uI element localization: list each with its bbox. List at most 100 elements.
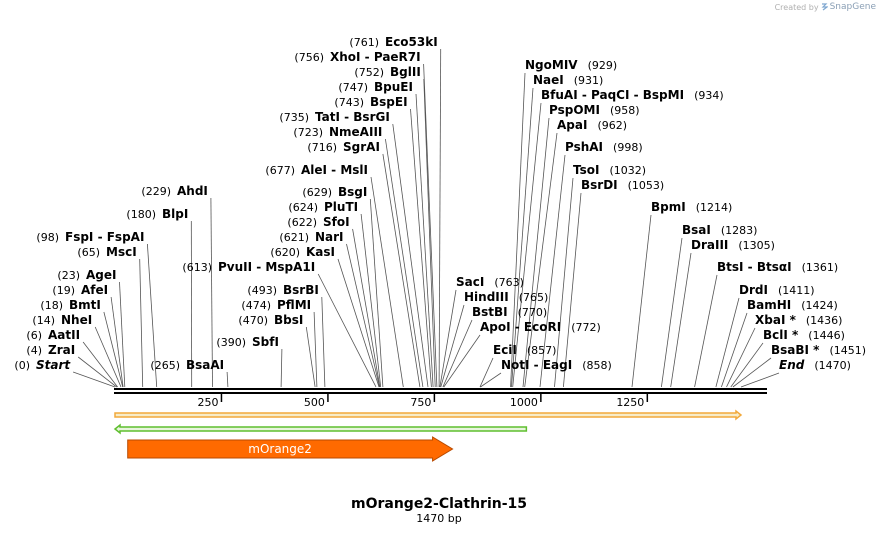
site-bsrdi[interactable]: BsrDI: [581, 178, 618, 192]
orf-bar-green[interactable]: [113, 423, 528, 435]
leader-btsi: [694, 274, 718, 388]
site-end-position: (1470): [814, 359, 851, 372]
leader-draiii: [670, 252, 692, 388]
site-sfoi[interactable]: SfoI: [323, 215, 350, 229]
site-bsrbi-position: (493): [247, 284, 277, 297]
site-bfuai-position: (934): [694, 89, 724, 102]
site-bpmi[interactable]: BpmI: [651, 200, 686, 214]
leader-nhei: [94, 326, 122, 388]
site-bbsi-position: (470): [238, 314, 268, 327]
site-bpuei-position: (747): [338, 81, 368, 94]
site-pshai[interactable]: PshAI: [565, 140, 603, 154]
site-pluti[interactable]: PluTI: [324, 200, 358, 214]
site-fspi[interactable]: FspI - FspAI: [65, 230, 144, 244]
leader-bstbi: [442, 319, 473, 388]
orf-bar-orange[interactable]: [114, 409, 743, 421]
site-blpi[interactable]: BlpI: [162, 207, 188, 221]
site-bspei[interactable]: BspEI: [370, 95, 408, 109]
site-afei-position: (19): [52, 284, 75, 297]
site-noti[interactable]: NotI - EagI: [501, 358, 572, 372]
site-msci-position: (65): [77, 246, 100, 259]
axis-tick-label-250: 250: [197, 396, 218, 409]
site-ahdi-position: (229): [141, 185, 171, 198]
axis-ticks: 250 500 750 1000 1250: [197, 393, 649, 409]
site-xhoi[interactable]: XhoI - PaeR7I: [330, 50, 421, 64]
leader-bpmi: [631, 214, 652, 388]
leader-hindiii: [440, 304, 465, 388]
site-apoi[interactable]: ApoI - EcoRI: [480, 320, 561, 334]
site-xbai[interactable]: XbaI *: [755, 313, 797, 327]
site-fspi-position: (98): [36, 231, 59, 244]
leader-bsgi: [369, 198, 384, 388]
site-bcli[interactable]: BclI *: [763, 328, 799, 342]
leader-pvuii: [317, 273, 377, 388]
morange2-feature-arrow[interactable]: [127, 436, 454, 462]
site-afei[interactable]: AfeI: [81, 283, 108, 297]
leader-bsrbi: [321, 296, 326, 388]
site-ecii-position: (857): [527, 344, 557, 357]
site-bsrbi[interactable]: BsrBI: [283, 283, 319, 297]
site-pvuii[interactable]: PvuII - MspA1I: [218, 260, 315, 274]
site-ecii[interactable]: EciI: [493, 343, 517, 357]
site-apai[interactable]: ApaI: [557, 118, 587, 132]
site-pvuii-position: (613): [182, 261, 212, 274]
site-bamhi[interactable]: BamHI: [747, 298, 791, 312]
site-xbai-position: (1436): [806, 314, 843, 327]
site-sfoi-position: (622): [287, 216, 317, 229]
site-bbsi[interactable]: BbsI: [274, 313, 303, 327]
site-agei[interactable]: AgeI: [86, 268, 116, 282]
site-bfuai[interactable]: BfuAI - PaqCI - BspMI: [541, 88, 684, 102]
site-msci[interactable]: MscI: [106, 245, 137, 259]
site-apai-position: (962): [597, 119, 627, 132]
site-bmti[interactable]: BmtI: [69, 298, 101, 312]
site-bsabi[interactable]: BsaBI *: [771, 343, 820, 357]
site-naei[interactable]: NaeI: [533, 73, 564, 87]
site-kasi[interactable]: KasI: [306, 245, 335, 259]
site-tati[interactable]: TatI - BsrGI: [315, 110, 390, 124]
site-saci[interactable]: SacI: [456, 275, 484, 289]
site-draiii-position: (1305): [738, 239, 775, 252]
leader-bmti: [103, 311, 124, 388]
leader-bpuei: [415, 93, 434, 388]
site-ahdi[interactable]: AhdI: [177, 184, 208, 198]
site-eco53ki[interactable]: Eco53kI: [385, 35, 438, 49]
site-bglii[interactable]: BglII: [390, 65, 421, 79]
leader-ngomiv: [510, 72, 526, 388]
site-draiii[interactable]: DraIII: [691, 238, 728, 252]
site-zrai[interactable]: ZraI: [48, 343, 75, 357]
site-tsoi-position: (1032): [609, 164, 646, 177]
site-sbfi[interactable]: SbfI: [252, 335, 279, 349]
site-end[interactable]: End: [779, 358, 805, 372]
leader-sfoi: [352, 228, 381, 388]
leader-apoi: [443, 334, 481, 388]
site-pflmi[interactable]: PflMI: [277, 298, 311, 312]
site-bpuei[interactable]: BpuEI: [374, 80, 413, 94]
site-nari[interactable]: NarI: [315, 230, 344, 244]
site-btsi[interactable]: BtsI - BtsαI: [717, 260, 792, 274]
site-sbfi-position: (390): [216, 336, 246, 349]
site-sgrai[interactable]: SgrAI: [343, 140, 380, 154]
site-pspomi[interactable]: PspOMI: [549, 103, 600, 117]
leader-xbai: [726, 327, 756, 388]
site-start[interactable]: Start: [36, 358, 71, 372]
axis-tick-label-750: 750: [410, 396, 431, 409]
site-tati-position: (735): [279, 111, 309, 124]
site-agei-position: (23): [57, 269, 80, 282]
site-kasi-position: (620): [270, 246, 300, 259]
site-bsgi[interactable]: BsgI: [338, 185, 367, 199]
site-alei-position: (677): [265, 164, 295, 177]
site-tsoi[interactable]: TsoI: [573, 163, 599, 177]
site-bsaai[interactable]: BsaAI: [186, 358, 224, 372]
leader-start: [72, 371, 116, 388]
site-hindiii[interactable]: HindIII: [464, 290, 509, 304]
site-aatii[interactable]: AatII: [48, 328, 80, 342]
site-bsai[interactable]: BsaI: [682, 223, 711, 237]
site-apoi-position: (772): [571, 321, 601, 334]
site-nhei[interactable]: NheI: [61, 313, 92, 327]
site-alei[interactable]: AleI - MslI: [301, 163, 368, 177]
site-nmeaiii[interactable]: NmeAIII: [329, 125, 382, 139]
feature-morange2[interactable]: mOrange2: [127, 436, 454, 462]
site-bstbi[interactable]: BstBI: [472, 305, 508, 319]
site-drdi[interactable]: DrdI: [739, 283, 768, 297]
site-ngomiv[interactable]: NgoMIV: [525, 58, 578, 72]
